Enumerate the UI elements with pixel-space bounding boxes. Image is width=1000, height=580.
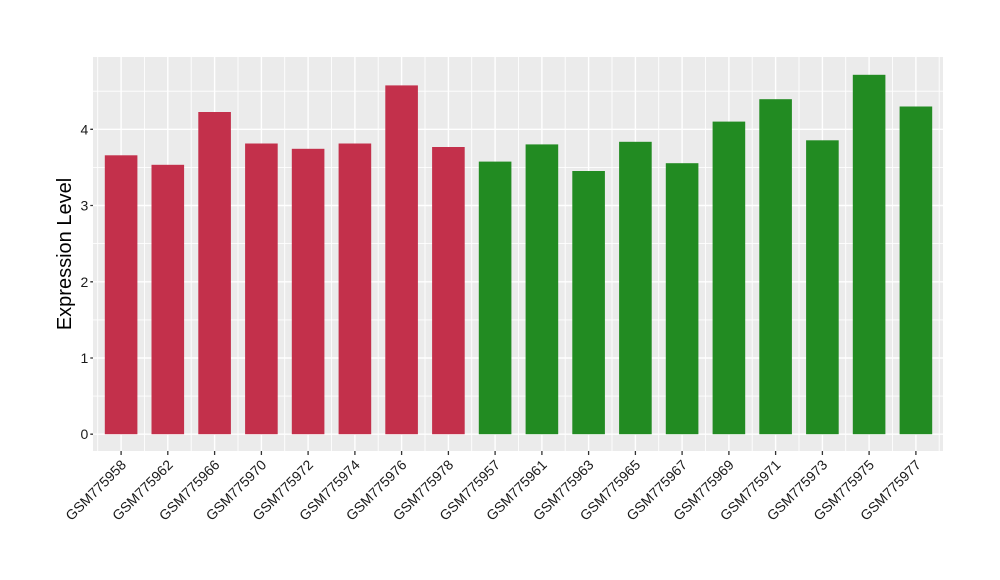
svg-text:2: 2 [81,274,89,290]
svg-text:Expression Level: Expression Level [54,178,76,330]
svg-text:1: 1 [81,350,89,366]
svg-text:0: 0 [81,426,89,442]
svg-text:3: 3 [81,198,89,214]
svg-text:4: 4 [81,121,89,137]
